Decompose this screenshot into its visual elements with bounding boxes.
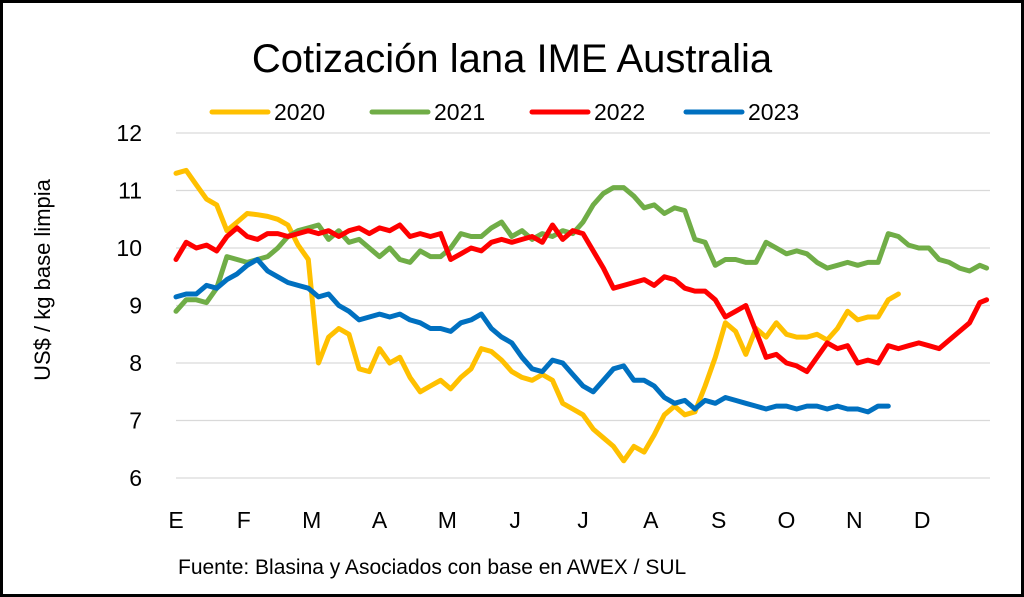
legend-label-2021: 2021 <box>434 99 485 125</box>
source-note: Fuente: Blasina y Asociados con base en … <box>178 556 686 579</box>
x-tick-label: M <box>438 507 457 533</box>
y-axis-label: US$ / kg base limpia <box>30 178 55 381</box>
legend-label-2022: 2022 <box>594 99 645 125</box>
series-line-2020 <box>173 167 901 464</box>
y-tick-label: 11 <box>118 178 142 204</box>
legend-label-2020: 2020 <box>274 99 325 125</box>
x-tick-label: E <box>168 507 183 533</box>
gridlines <box>176 132 990 479</box>
y-tick-label: 10 <box>116 235 142 261</box>
series-line-2021 <box>173 185 990 314</box>
series-layer <box>173 167 990 464</box>
x-tick-label: O <box>778 507 796 533</box>
legend-label-2023: 2023 <box>748 99 799 125</box>
y-axis-ticks: 6 7 8 9 10 11 12 <box>116 120 142 491</box>
y-tick-label: 12 <box>116 120 142 146</box>
x-tick-label: D <box>914 507 931 533</box>
y-tick-label: 9 <box>129 293 142 319</box>
x-tick-label: N <box>846 507 863 533</box>
x-tick-label: A <box>643 507 659 533</box>
x-tick-label: A <box>372 507 388 533</box>
x-tick-label: S <box>711 507 726 533</box>
x-tick-label: J <box>509 507 521 533</box>
legend: 2020 2021 2022 2023 <box>209 99 799 125</box>
series-line-2022 <box>173 222 990 375</box>
y-tick-label: 6 <box>129 465 142 491</box>
series-line-2023 <box>173 257 891 415</box>
x-tick-label: M <box>302 507 321 533</box>
chart-title: Cotización lana IME Australia <box>252 37 773 81</box>
x-tick-label: J <box>577 507 589 533</box>
x-tick-label: F <box>237 507 251 533</box>
y-tick-label: 7 <box>129 408 142 434</box>
y-tick-label: 8 <box>129 350 142 376</box>
